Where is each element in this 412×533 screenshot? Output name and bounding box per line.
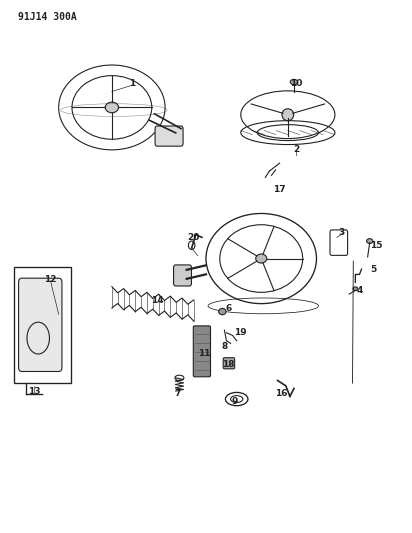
Text: 19: 19 <box>234 328 247 337</box>
Text: 10: 10 <box>290 79 302 88</box>
FancyBboxPatch shape <box>173 265 192 286</box>
Text: 20: 20 <box>187 233 200 242</box>
Text: 11: 11 <box>198 350 210 359</box>
Text: 13: 13 <box>28 386 40 395</box>
Ellipse shape <box>353 287 358 290</box>
Text: 9: 9 <box>232 397 238 406</box>
Text: 1: 1 <box>129 79 136 88</box>
Ellipse shape <box>256 254 267 263</box>
Text: 7: 7 <box>174 389 180 398</box>
Text: 14: 14 <box>150 296 163 305</box>
FancyBboxPatch shape <box>19 278 62 372</box>
Text: 15: 15 <box>370 241 382 250</box>
Text: 5: 5 <box>371 265 377 273</box>
Ellipse shape <box>367 239 373 244</box>
Text: 17: 17 <box>273 185 286 194</box>
Ellipse shape <box>290 79 297 85</box>
Ellipse shape <box>219 309 226 315</box>
FancyBboxPatch shape <box>155 126 183 146</box>
Text: 4: 4 <box>356 286 363 295</box>
Ellipse shape <box>282 109 294 120</box>
Text: 12: 12 <box>44 275 57 284</box>
Ellipse shape <box>105 102 119 113</box>
Bar <box>14 266 71 383</box>
Text: 3: 3 <box>338 228 344 237</box>
Text: 18: 18 <box>222 360 235 369</box>
FancyBboxPatch shape <box>193 326 211 377</box>
Text: 8: 8 <box>221 342 227 351</box>
Text: 2: 2 <box>293 146 299 155</box>
Text: 6: 6 <box>225 304 232 313</box>
Text: 91J14 300A: 91J14 300A <box>18 12 77 22</box>
FancyBboxPatch shape <box>223 358 235 369</box>
Text: 16: 16 <box>276 389 288 398</box>
